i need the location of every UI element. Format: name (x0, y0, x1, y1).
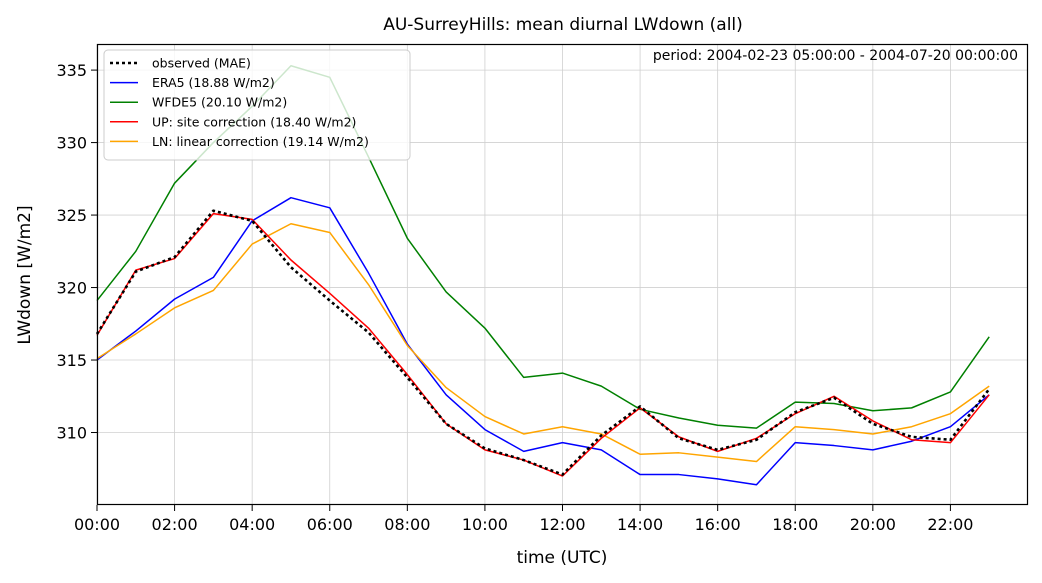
chart-title: AU-SurreyHills: mean diurnal LWdown (all… (383, 15, 743, 35)
legend-box (103, 49, 411, 161)
y-axis: 310 315 320 325 330 335 (56, 61, 97, 443)
x-tick-label: 20:00 (850, 515, 896, 534)
series-line-0 (95, 209, 991, 476)
legend-label-4: LN: linear correction (19.14 W/m2) (152, 134, 369, 149)
x-axis: 00:00 02:00 04:00 06:00 08:00 10:00 12:00 14:00… (74, 505, 973, 534)
legend-label-3: UP: site correction (18.40 W/m2) (152, 114, 356, 129)
series-line-4 (96, 223, 990, 463)
y-tick-label: 315 (56, 351, 87, 370)
x-axis-title: time (UTC) (517, 548, 608, 568)
series-line-1 (96, 196, 990, 486)
y-tick-label: 335 (56, 61, 87, 80)
legend: observed (MAE) ERA5 (18.88 W/m2) WFDE5 (20… (103, 49, 411, 161)
y-tick-label: 320 (56, 279, 87, 298)
x-tick-label: 06:00 (307, 515, 353, 534)
x-tick-label: 08:00 (384, 515, 430, 534)
x-tick-label: 00:00 (74, 515, 120, 534)
legend-label-1: ERA5 (18.88 W/m2) (152, 75, 275, 90)
series-layer (95, 65, 991, 486)
y-axis-title: LWdown [W/m2] (15, 205, 35, 344)
period-annotation: period: 2004-02-23 05:00:00 - 2004-07-20… (653, 48, 1018, 64)
x-tick-label: 04:00 (229, 515, 275, 534)
legend-label-0: observed (MAE) (152, 56, 251, 71)
plot-frame (96, 43, 1029, 506)
x-tick-label: 14:00 (617, 515, 663, 534)
y-tick-label: 310 (56, 424, 87, 443)
x-tick-label: 18:00 (772, 515, 818, 534)
x-tick-label: 12:00 (539, 515, 585, 534)
x-tick-label: 10:00 (462, 515, 508, 534)
x-tick-label: 16:00 (695, 515, 741, 534)
y-tick-label: 330 (56, 134, 87, 153)
x-tick-label: 02:00 (152, 515, 198, 534)
legend-label-2: WFDE5 (20.10 W/m2) (152, 95, 287, 110)
series-line-3 (96, 212, 990, 477)
y-tick-label: 325 (56, 206, 87, 225)
x-tick-label: 22:00 (927, 515, 973, 534)
